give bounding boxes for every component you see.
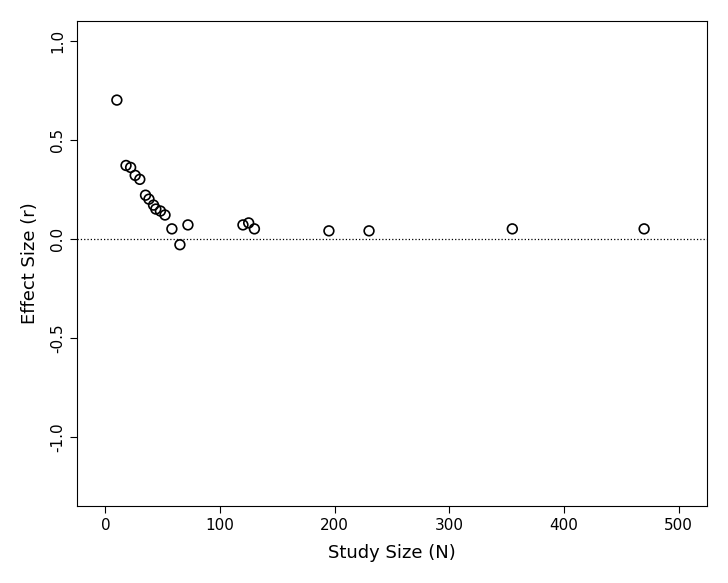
Point	[154, 206, 166, 216]
Point	[130, 171, 141, 180]
Point	[507, 224, 518, 234]
Point	[159, 210, 171, 220]
X-axis label: Study Size (N): Study Size (N)	[328, 544, 456, 562]
Point	[174, 240, 186, 250]
Point	[120, 161, 132, 170]
Y-axis label: Effect Size (r): Effect Size (r)	[21, 203, 39, 324]
Point	[111, 96, 123, 105]
Point	[150, 205, 162, 214]
Point	[148, 201, 159, 210]
Point	[243, 218, 255, 227]
Point	[638, 224, 650, 234]
Point	[143, 195, 155, 204]
Point	[237, 220, 249, 230]
Point	[166, 224, 178, 234]
Point	[134, 175, 146, 184]
Point	[248, 224, 260, 234]
Point	[124, 163, 136, 172]
Point	[323, 226, 335, 236]
Point	[363, 226, 375, 236]
Point	[140, 191, 151, 200]
Point	[182, 220, 194, 230]
